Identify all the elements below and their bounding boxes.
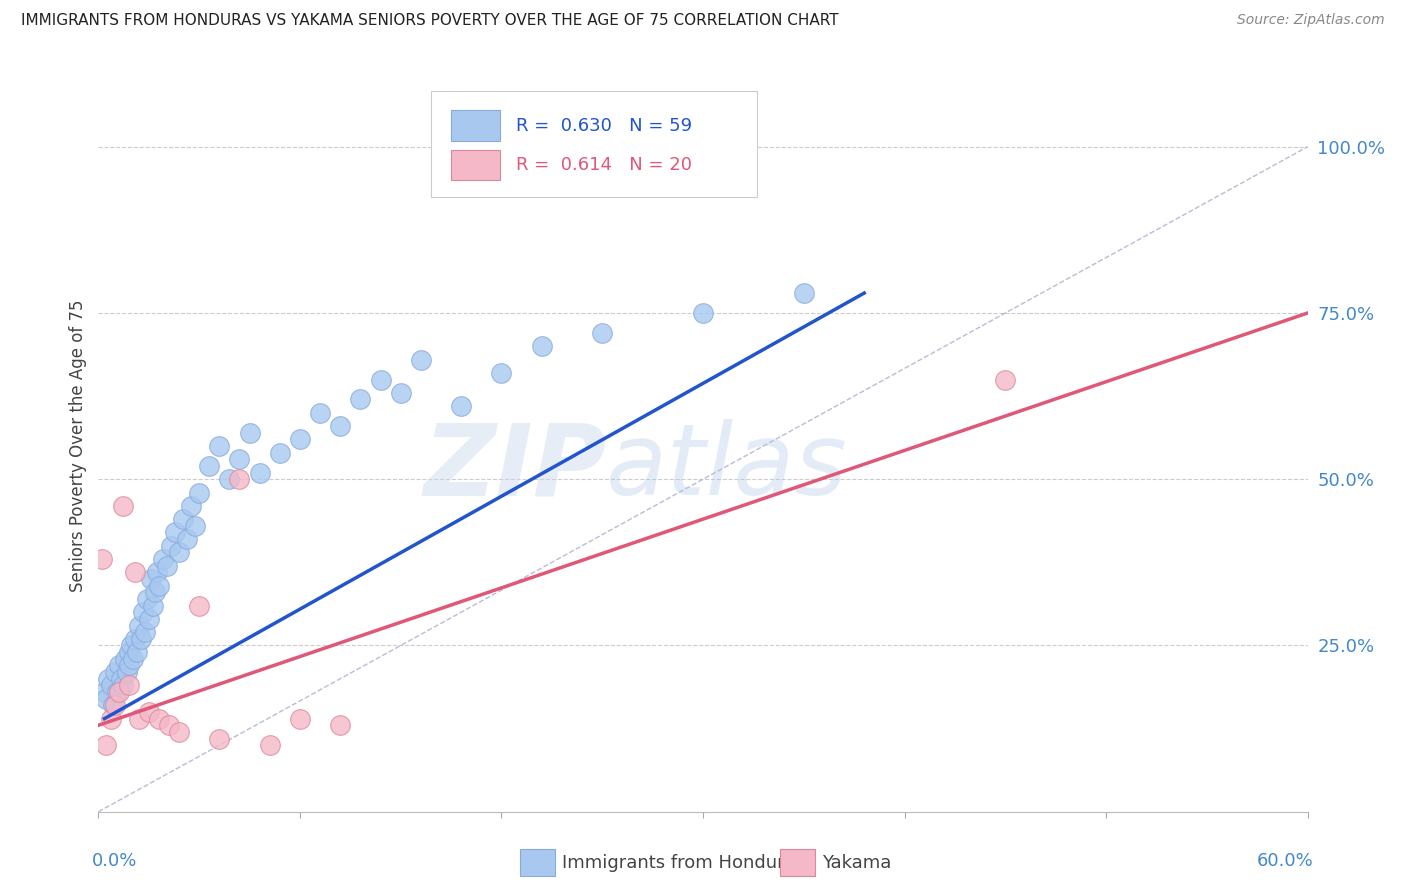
Point [148,712,170,726]
Point [288,433,311,447]
Point [111,499,134,513]
FancyBboxPatch shape [432,91,758,197]
Point [132,605,155,619]
Text: 60.0%: 60.0% [1257,852,1313,870]
Point [156,558,179,573]
Text: atlas: atlas [606,419,848,516]
Text: Source: ZipAtlas.com: Source: ZipAtlas.com [1237,13,1385,28]
Point [114,652,136,666]
Point [157,718,180,732]
Point [138,705,160,719]
Point [100,712,122,726]
Point [329,718,352,732]
Point [139,572,162,586]
Text: Immigrants from Honduras: Immigrants from Honduras [562,854,806,871]
Point [228,452,250,467]
Point [146,566,169,580]
FancyBboxPatch shape [451,111,501,141]
Text: ZIP: ZIP [423,419,606,516]
Point [110,672,132,686]
Point [180,499,202,513]
Point [591,326,613,340]
Point [163,525,186,540]
Point [184,518,207,533]
Point [124,632,146,646]
Point [288,712,311,726]
Text: R =  0.630   N = 59: R = 0.630 N = 59 [516,117,692,135]
Point [91,552,114,566]
Point [208,731,231,746]
Point [160,539,183,553]
Point [152,552,174,566]
Point [176,532,198,546]
Y-axis label: Seniors Poverty Over the Age of 75: Seniors Poverty Over the Age of 75 [69,300,87,592]
Point [793,286,815,301]
Point [118,678,141,692]
Point [96,738,118,752]
Point [148,579,170,593]
Point [93,685,115,699]
Point [349,392,371,407]
Point [269,445,291,459]
Point [129,632,152,646]
Text: IMMIGRANTS FROM HONDURAS VS YAKAMA SENIORS POVERTY OVER THE AGE OF 75 CORRELATIO: IMMIGRANTS FROM HONDURAS VS YAKAMA SENIO… [21,13,839,29]
Point [120,639,142,653]
Point [118,645,141,659]
Point [111,678,134,692]
Point [103,698,125,713]
Point [125,645,148,659]
Point [228,472,250,486]
Point [115,665,138,679]
Point [994,372,1017,386]
Point [118,658,141,673]
Point [143,585,166,599]
Point [409,352,432,367]
Point [128,712,150,726]
Point [128,618,150,632]
FancyBboxPatch shape [451,150,501,180]
Point [107,685,129,699]
Point [188,599,211,613]
Point [239,425,262,440]
Point [259,738,281,752]
Point [97,672,120,686]
Point [389,385,412,400]
Text: R =  0.614   N = 20: R = 0.614 N = 20 [516,156,692,174]
Point [491,366,513,380]
Text: Yakama: Yakama [823,854,891,871]
Point [142,599,165,613]
Point [134,625,156,640]
Point [198,458,221,473]
Point [121,652,143,666]
Point [100,678,122,692]
Point [167,545,190,559]
Point [107,658,129,673]
Point [692,306,714,320]
Text: 0.0%: 0.0% [93,852,138,870]
Point [370,372,392,386]
Point [138,612,160,626]
Point [218,472,240,486]
Point [208,439,231,453]
Point [188,485,211,500]
Point [309,406,332,420]
Point [105,685,128,699]
Point [172,512,194,526]
Point [96,691,118,706]
Point [530,339,553,353]
Point [101,698,124,713]
Point [103,665,125,679]
Point [124,566,146,580]
Point [450,399,472,413]
Point [249,466,271,480]
Point [135,591,157,606]
Point [329,419,352,434]
Point [167,725,190,739]
